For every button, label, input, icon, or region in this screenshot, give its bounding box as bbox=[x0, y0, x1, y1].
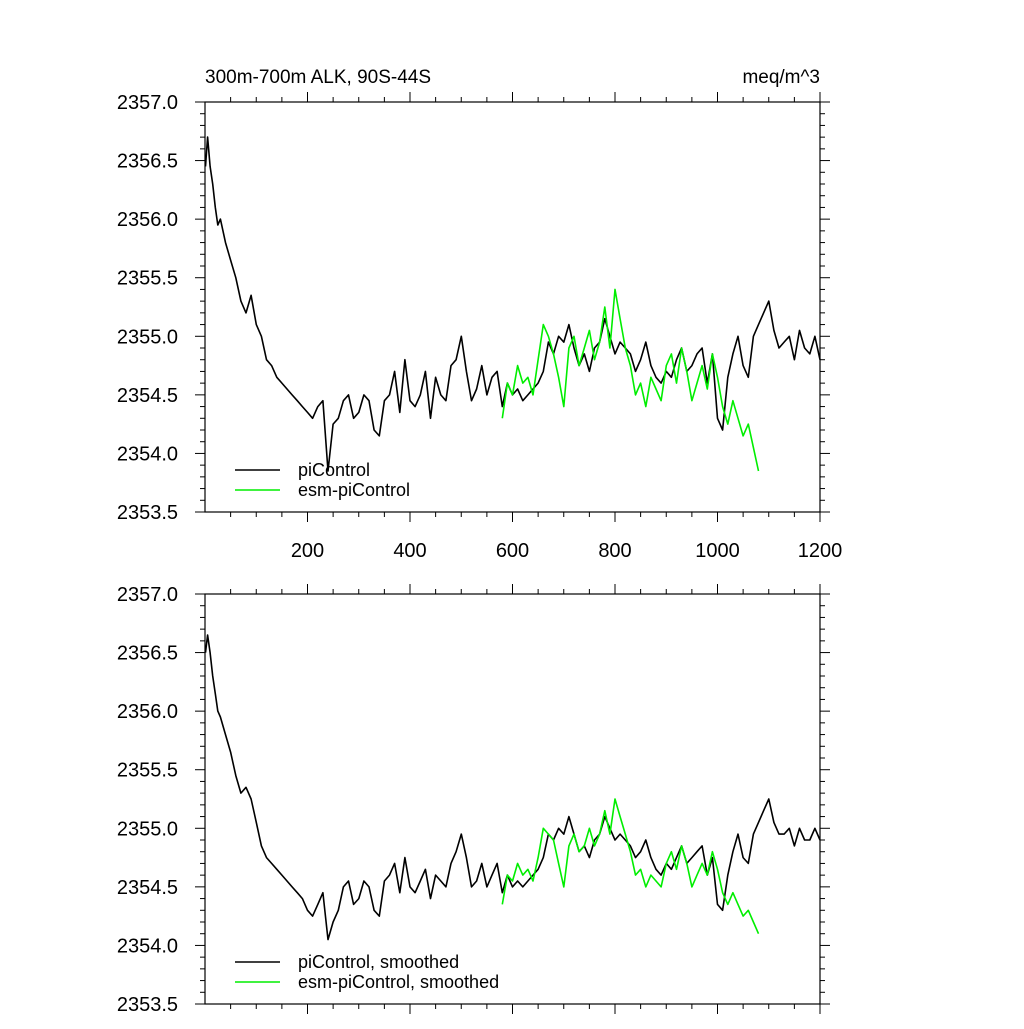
plot-frame bbox=[204, 593, 821, 1005]
chart-title: 300m-700m ALK, 90S-44S bbox=[205, 67, 431, 88]
series-line-esm-picontrol-smoothed bbox=[501, 798, 760, 935]
bottom-panel: 2353.5 2354.0 2354.5 2355.0 2355.5 2356.0 2356… bbox=[117, 584, 830, 1016]
plot-frame bbox=[204, 101, 821, 513]
x-tick-label: 1000 bbox=[695, 540, 740, 562]
y-tick-label: 2357.0 bbox=[117, 92, 178, 114]
y-tick-label: 2354.5 bbox=[117, 877, 178, 899]
y-tick-label: 2356.0 bbox=[117, 701, 178, 723]
top-panel: 200 400 600 800 1000 1200 2353.5 2354.0 2354.5 23… bbox=[117, 92, 842, 562]
x-tick-label: 400 bbox=[393, 540, 426, 562]
series-line-picontrol bbox=[204, 136, 821, 472]
y-tick-label: 2357.0 bbox=[117, 584, 178, 606]
legend-label: piControl bbox=[298, 460, 370, 480]
y-tick-label: 2355.0 bbox=[117, 326, 178, 348]
legend-label: esm-piControl bbox=[298, 480, 410, 500]
x-tick-label: 200 bbox=[291, 540, 324, 562]
y-tick-label: 2356.5 bbox=[117, 151, 178, 173]
y-tick-label: 2353.5 bbox=[117, 994, 178, 1016]
y-tick-label: 2353.5 bbox=[117, 502, 178, 524]
units-label: meq/m^3 bbox=[742, 67, 820, 88]
legend-label: esm-piControl, smoothed bbox=[298, 972, 499, 992]
x-tick-label: 800 bbox=[598, 540, 631, 562]
y-tick-label: 2356.5 bbox=[117, 643, 178, 665]
y-tick-label: 2354.0 bbox=[117, 935, 178, 957]
x-tick-label: 600 bbox=[496, 540, 529, 562]
y-tick-label: 2355.5 bbox=[117, 268, 178, 290]
y-tick-label: 2356.0 bbox=[117, 209, 178, 231]
series-line-picontrol-smoothed bbox=[204, 634, 821, 941]
y-tick-label: 2354.0 bbox=[117, 443, 178, 465]
series-line-esm-picontrol bbox=[501, 288, 760, 472]
y-tick-label: 2355.0 bbox=[117, 818, 178, 840]
y-tick-label: 2355.5 bbox=[117, 760, 178, 782]
x-tick-label: 1200 bbox=[798, 540, 843, 562]
legend-label: piControl, smoothed bbox=[298, 952, 459, 972]
y-tick-label: 2354.5 bbox=[117, 385, 178, 407]
